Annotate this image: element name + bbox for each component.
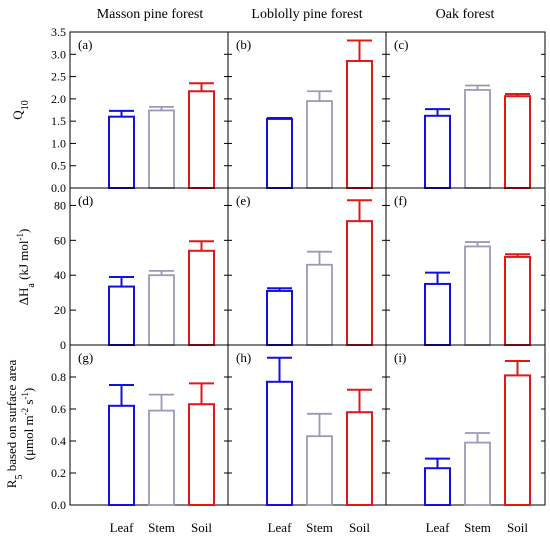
x-category-labels: Leaf Stem Soil Leaf Stem Soil Leaf Stem Soil (110, 520, 529, 535)
y-tick-label: 2.5 (51, 70, 66, 84)
bar-soil (346, 411, 373, 507)
bar-soil (504, 374, 531, 506)
bar-leaf (266, 117, 293, 189)
bar-leaf (108, 285, 135, 346)
panel-h: (h) (227, 344, 387, 507)
x-category-stem: Stem (464, 520, 491, 535)
panel-label: (g) (78, 350, 93, 365)
bar-leaf (108, 115, 135, 189)
y-axis-label-dha: ΔHa (kJ mol-1) (15, 229, 37, 306)
bar-leaf (424, 114, 451, 189)
y-ticks: 0.0 0.5 1.0 1.5 2.0 2.5 3.0 3.5 0 20 40 60 80 0.0 0.2 0… (51, 25, 545, 512)
x-category-soil: Soil (507, 520, 528, 535)
x-category-stem: Stem (148, 520, 175, 535)
x-category-leaf: Leaf (426, 520, 450, 535)
y-tick-label: 80 (54, 198, 66, 212)
y-tick-label: 1.5 (51, 114, 66, 128)
column-titles: Masson pine forest Loblolly pine forest … (97, 7, 495, 22)
column-title-masson: Masson pine forest (97, 7, 204, 22)
panel-label: (c) (394, 37, 408, 52)
bar-stem (306, 263, 333, 346)
bar-soil (504, 255, 531, 346)
bar-soil (346, 220, 373, 346)
bar-stem (148, 109, 175, 189)
y-axis-label-q10: Q10 (10, 100, 31, 119)
x-category-soil: Soil (349, 520, 370, 535)
bar-soil (188, 90, 215, 189)
bar-soil (346, 59, 373, 189)
panel-label: (a) (78, 37, 92, 52)
bar-stem (306, 100, 333, 189)
x-category-leaf: Leaf (110, 520, 134, 535)
x-category-leaf: Leaf (268, 520, 292, 535)
panel-label: (b) (236, 37, 251, 52)
panel-f: (f) (385, 187, 546, 347)
bar-leaf (266, 289, 293, 346)
y-tick-label: 40 (54, 268, 66, 282)
bar-leaf (424, 282, 451, 347)
bar-soil (188, 249, 215, 346)
y-tick-label: 60 (54, 233, 66, 247)
x-category-soil: Soil (191, 520, 212, 535)
y-tick-label: 0.2 (51, 466, 66, 480)
bar-stem (464, 441, 491, 506)
bar-leaf (266, 380, 293, 506)
y-axis-labels: Q10 ΔHa (kJ mol-1) R5 based on surface are… (4, 100, 37, 488)
panel-i: (i) (385, 344, 546, 507)
y-tick-label: 20 (54, 303, 66, 317)
panel-label: (f) (394, 193, 407, 208)
column-title-oak: Oak forest (436, 7, 495, 22)
y-tick-label: 0.0 (51, 181, 66, 195)
panel-label: (i) (394, 350, 406, 365)
y-tick-label: 0.0 (51, 498, 66, 512)
bar-stem (464, 89, 491, 189)
bar-stem (148, 409, 175, 506)
y-tick-label: 1.0 (51, 136, 66, 150)
panel-label: (e) (236, 193, 250, 208)
panel-e: (e) (227, 187, 387, 346)
bar-soil (188, 403, 215, 507)
panel-a: (a) (69, 31, 229, 189)
bar-stem (148, 274, 175, 346)
column-title-loblolly: Loblolly pine forest (251, 7, 362, 22)
panel-b: (b) (227, 31, 387, 189)
bar-leaf (108, 404, 135, 506)
panels: (a) (b) (c) (d) (e) (f) (g) (h) (i) (69, 31, 546, 507)
panel-d: (d) (69, 187, 229, 346)
panel-label: (d) (78, 193, 93, 208)
bar-stem (306, 435, 333, 506)
y-tick-label: 0 (60, 338, 66, 352)
y-axis-label-r5-line2: (μmol m-2 s-1) (20, 388, 36, 461)
panel-label: (h) (236, 350, 251, 365)
y-tick-label: 2.0 (51, 92, 66, 106)
bar-soil (504, 95, 531, 189)
bar-stem (464, 245, 491, 346)
bar-leaf (424, 467, 451, 507)
y-axis-label-r5-line1: R5 based on surface area (4, 360, 25, 489)
y-tick-label: 3.5 (51, 25, 66, 39)
y-tick-label: 0.4 (51, 434, 66, 448)
x-category-stem: Stem (306, 520, 333, 535)
y-tick-label: 0.8 (51, 370, 66, 384)
y-tick-label: 0.5 (51, 159, 66, 173)
panel-g: (g) (69, 344, 229, 507)
panel-c: (c) (385, 31, 546, 189)
y-tick-label: 3.0 (51, 47, 66, 61)
y-tick-label: 0.6 (51, 402, 66, 416)
